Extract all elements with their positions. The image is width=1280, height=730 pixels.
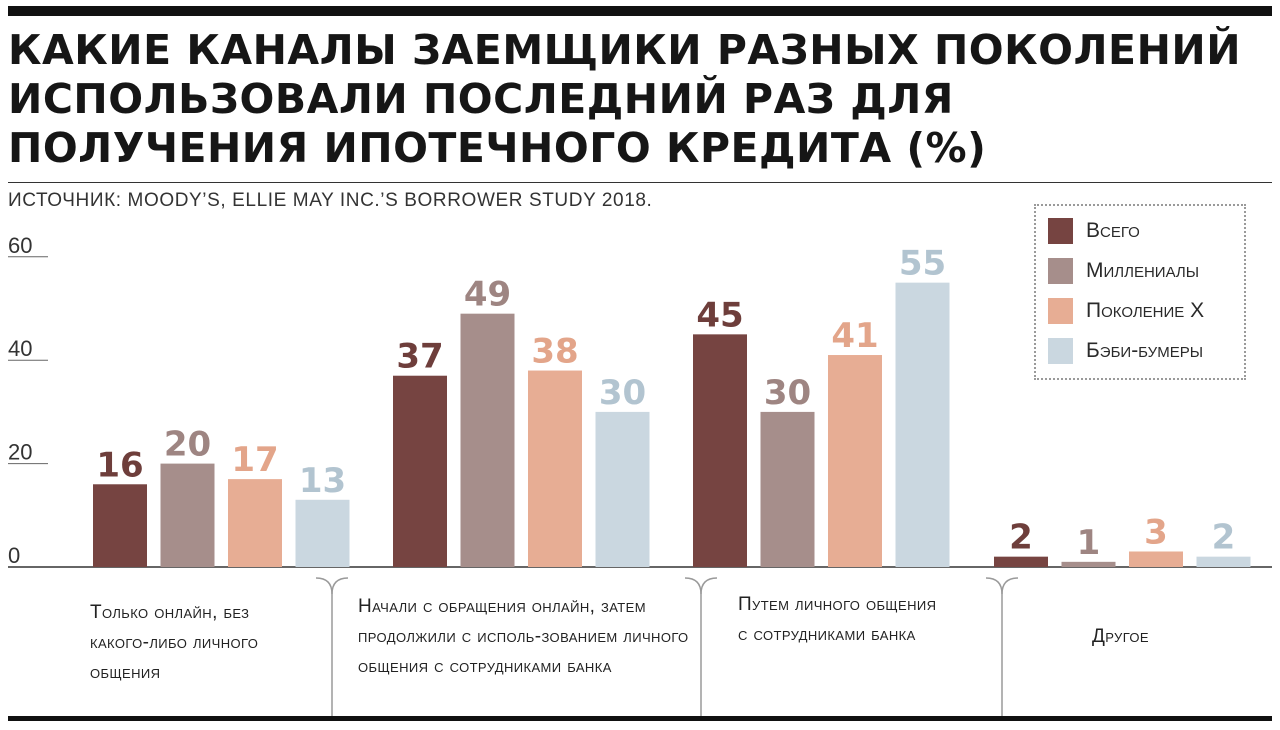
category-label-online-only: Только онлайн, без какого-либо личного о… [90,602,259,683]
bar-1-1 [93,484,147,567]
bar-3-3 [828,355,882,567]
bar-2-1 [393,375,447,567]
value-label-3-2: 30 [764,373,811,413]
chart-title: Какие каналы заемщики разных поколений и… [8,26,1242,172]
category-divider-1 [315,577,333,716]
bar-3-4 [895,282,950,567]
value-label-4-3: 3 [1144,512,1168,552]
bar-2-3 [528,370,582,567]
value-label-2-3: 38 [531,332,578,372]
legend: Всего Миллениалы Поколение X Бэби-бумеры [1034,204,1246,380]
title-rule [8,182,1272,183]
bar-4-2 [1061,561,1116,567]
bar-3-2 [760,411,815,567]
y-tick-label-0: 0 [8,543,20,568]
bottom-rule [8,716,1272,721]
legend-label-boomers: Бэби-бумеры [1086,339,1203,362]
bar-1-4 [295,499,350,567]
bar-2-2 [460,313,515,567]
bar-3-1 [693,334,747,567]
legend-item-total: Всего [1048,216,1140,246]
category-label-personal: Путем личного общения с сотрудниками бан… [738,594,937,645]
bar-1-3 [228,479,282,567]
y-tick-label-40: 40 [8,336,32,361]
source-note: Источник: Moody’s, Ellie May Inc.’s Borr… [8,190,653,211]
legend-item-gen-x: Поколение X [1048,296,1204,326]
value-label-2-4: 30 [599,373,646,413]
bar-2-4 [595,411,650,567]
value-label-3-1: 45 [696,295,743,335]
value-label-3-4: 55 [899,244,946,284]
value-label-4-1: 2 [1009,518,1033,558]
legend-swatch-boomers [1048,338,1073,364]
value-label-2-2: 49 [464,275,511,315]
bar-4-4 [1196,556,1251,567]
legend-swatch-millennials [1048,258,1073,284]
legend-item-millennials: Миллениалы [1048,256,1199,286]
y-tick-label-60: 60 [8,233,32,258]
category-label-online-then-personal: Начали с обращения онлайн, затем продолж… [358,596,689,677]
legend-label-total: Всего [1086,219,1140,242]
legend-label-millennials: Миллениалы [1086,259,1200,282]
y-tick-label-20: 20 [8,440,32,465]
category-divider-curl-2 [700,577,718,595]
bar-1-2 [160,463,215,567]
value-label-1-1: 16 [96,445,143,485]
legend-swatch-total [1048,218,1073,244]
value-label-4-4: 2 [1212,518,1236,558]
value-label-1-2: 20 [164,425,211,465]
value-label-1-4: 13 [299,461,346,501]
value-label-1-3: 17 [231,440,278,480]
bar-4-1 [994,556,1048,567]
legend-label-gen-x: Поколение X [1086,299,1205,322]
category-label-other: Другое [1092,626,1150,647]
legend-swatch-gen-x [1048,298,1073,324]
value-label-2-1: 37 [396,337,443,377]
category-divider-curl-1 [331,577,349,595]
bar-4-3 [1129,551,1183,567]
top-rule [8,6,1272,16]
category-divider-curl-3 [1001,577,1019,595]
category-divider-3 [985,577,1003,716]
legend-item-boomers: Бэби-бумеры [1048,336,1203,366]
value-label-4-2: 1 [1077,523,1101,563]
value-label-3-3: 41 [831,316,878,356]
